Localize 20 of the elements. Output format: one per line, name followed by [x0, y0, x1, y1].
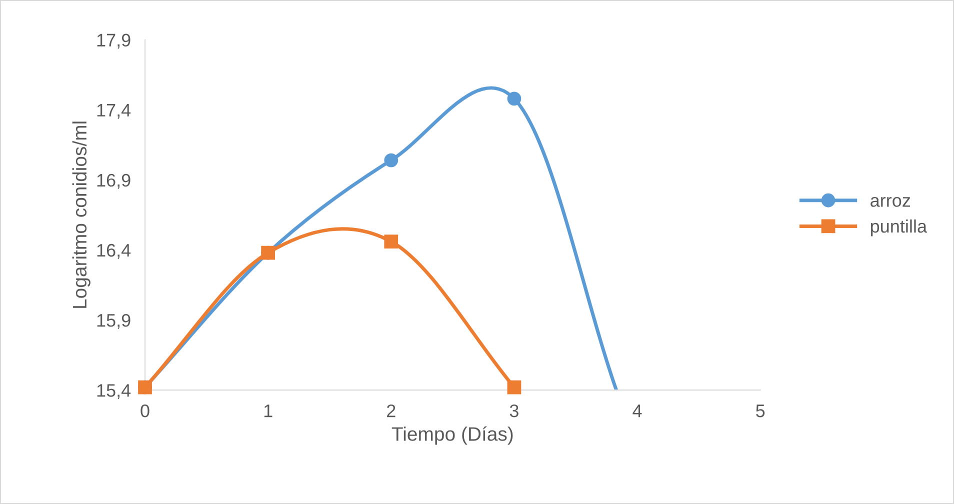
y-tick-label: 16,4 — [97, 244, 131, 259]
y-tick-label: 15,9 — [97, 314, 130, 329]
x-tick-label: 4 — [632, 404, 642, 418]
point — [384, 153, 398, 168]
x-tick-label: 2 — [387, 404, 396, 418]
legend-label: arroz — [870, 196, 910, 207]
y-tick-label: 15,4 — [97, 384, 131, 399]
x-tick-label: 0 — [140, 404, 150, 418]
y-axis-title: Logaritmo conidios/ml — [72, 122, 90, 308]
x-tick-label: 5 — [756, 404, 765, 418]
x-axis-title: Tiempo (Días) — [392, 426, 513, 445]
point — [507, 380, 522, 394]
x-tick-label: 1 — [264, 404, 272, 418]
y-tick-label: 16,9 — [97, 174, 130, 189]
y-tick-label: 17,9 — [97, 34, 130, 49]
point — [507, 92, 522, 106]
legend-label: puntilla — [870, 219, 928, 236]
y-tick-label: 17,4 — [97, 104, 131, 119]
point — [384, 234, 398, 249]
x-tick-label: 3 — [510, 404, 518, 418]
